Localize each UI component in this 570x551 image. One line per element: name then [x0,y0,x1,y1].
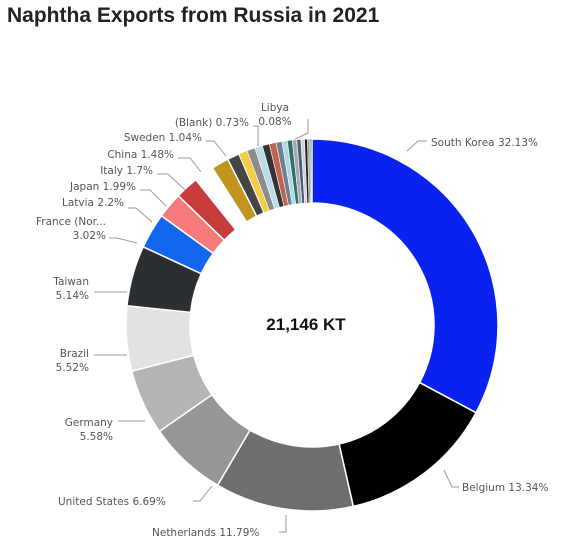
leader-lines [94,119,459,533]
leader-line [279,515,287,533]
leader-line [253,125,259,146]
data-label-sweden-1-04: Sweden 1.04% [124,132,202,144]
data-label-libya: Libya 0.08% [258,102,291,128]
leader-line [157,173,186,191]
leader-line [178,157,202,173]
data-label-china-1-48: China 1.48% [107,149,174,161]
data-label-blank-0-73: (Blank) 0.73% [175,117,249,129]
data-label-netherlands-11-79: Netherlands 11.79% [152,527,259,539]
leader-line [109,237,138,244]
data-label-france-nor: France (Nor... 3.02% [36,216,106,242]
slice-belgium[interactable] [338,381,478,508]
data-label-japan-1-99: Japan 1.99% [69,181,136,193]
data-label-germany: Germany 5.58% [65,417,113,443]
leader-line [140,189,167,207]
slice-south-korea[interactable] [311,138,499,414]
data-label-taiwan: Taiwan 5.14% [52,276,89,302]
data-label-latvia-2-2: Latvia 2.2% [62,197,124,209]
data-label-italy-1-7: Italy 1.7% [100,165,153,177]
data-labels: South Korea 32.13% Belgium 13.34% Netherla… [36,102,548,539]
leader-line [294,119,309,140]
data-label-brazil: Brazil 5.52% [56,348,89,374]
leader-line [443,469,459,488]
leader-line [128,207,153,223]
donut-slices [125,138,499,512]
total-label: 21,146 KT [266,315,346,334]
chart-title: Naphtha Exports from Russia in 2021 [7,4,380,27]
leader-line [406,140,427,152]
data-label-south-korea-32-13: South Korea 32.13% [431,137,538,149]
leader-line [193,485,213,502]
data-label-belgium-13-34: Belgium 13.34% [462,482,548,494]
data-label-united-states-6-69: United States 6.69% [58,496,166,508]
slice-libya[interactable] [310,138,313,204]
leader-line [206,140,227,157]
